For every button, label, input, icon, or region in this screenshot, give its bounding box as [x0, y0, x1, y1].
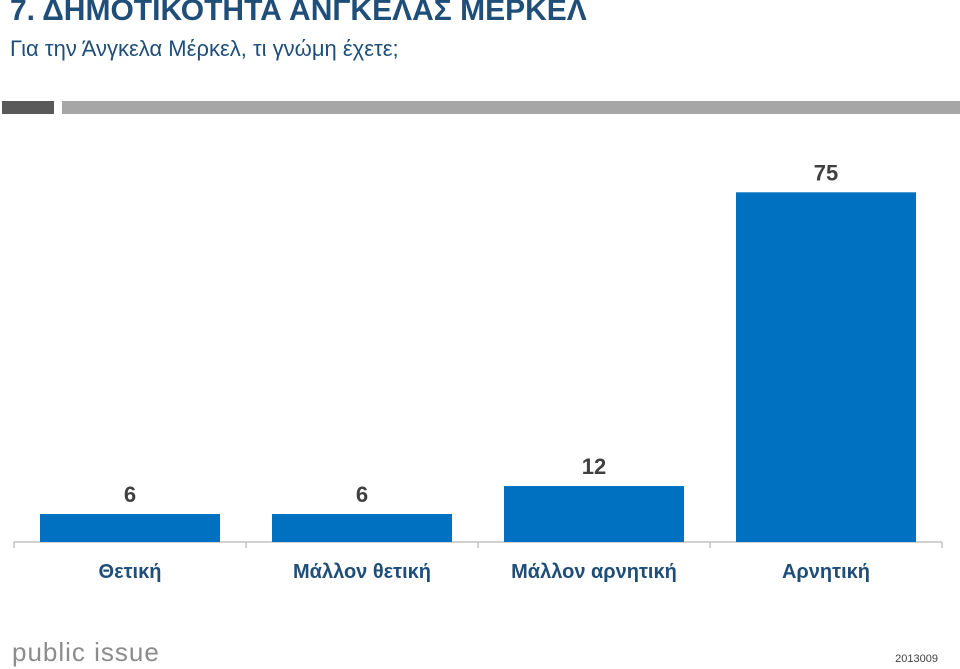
bar [504, 486, 684, 542]
bar [736, 192, 916, 542]
header-band-light [62, 101, 960, 114]
category-label: Θετική [99, 561, 162, 583]
bar [40, 514, 220, 542]
survey-code: 2013009 [895, 653, 938, 665]
data-label: 12 [582, 454, 606, 479]
header-band-dark [2, 101, 54, 114]
category-label: Αρνητική [782, 561, 870, 583]
question-subtitle: Για την Άνγκελα Μέρκελ, τι γνώμη έχετε; [10, 36, 399, 61]
page-title: 7. ΔΗΜΟΤΙΚΟΤΗΤΑ ΑΝΓΚΕΛΑΣ ΜΕΡΚΕΛ [10, 0, 587, 27]
data-label: 6 [124, 482, 136, 507]
data-label: 75 [814, 160, 838, 185]
category-label: Μάλλον αρνητική [511, 561, 677, 583]
bar [272, 514, 452, 542]
data-label: 6 [356, 482, 368, 507]
public-issue-logo: public issue [12, 637, 160, 667]
category-label: Μάλλον θετική [293, 561, 431, 583]
